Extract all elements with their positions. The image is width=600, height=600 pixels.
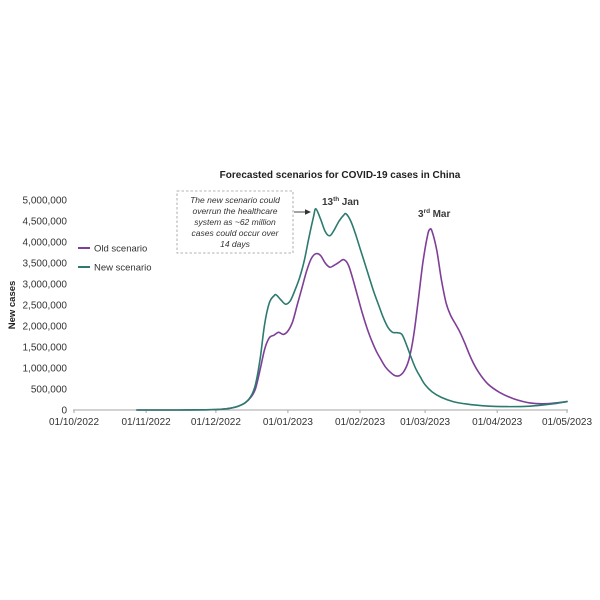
x-tick-label: 01/10/2022 xyxy=(49,417,99,428)
y-tick-label: 1,500,000 xyxy=(23,343,68,354)
x-tick-label: 01/03/2023 xyxy=(400,417,450,428)
annotation-box xyxy=(176,190,294,254)
peak-label-suffix: th xyxy=(333,196,339,203)
annotation-arrow-head xyxy=(305,209,311,215)
y-axis-ticks: 0 500,000 1,000,000 1,500,000 2,000,000 2,500… xyxy=(23,196,68,417)
x-axis-ticks: 01/10/2022 01/11/2022 01/12/2022 01/01/2023… xyxy=(49,410,592,428)
annotation-line: 14 days xyxy=(220,239,251,249)
x-tick-label: 01/02/2023 xyxy=(335,417,385,428)
annotation-line: The new scenario could xyxy=(190,195,280,205)
legend-label: New scenario xyxy=(94,262,152,273)
x-tick-label: 01/11/2022 xyxy=(121,417,171,428)
annotation-callout: The new scenario could overrun the healt… xyxy=(176,190,311,254)
y-tick-label: 3,500,000 xyxy=(23,259,68,270)
legend: Old scenario New scenario xyxy=(78,243,152,273)
chart-title: Forecasted scenarios for COVID-19 cases … xyxy=(220,170,461,181)
y-tick-label: 4,000,000 xyxy=(23,238,68,249)
peak-label-month: Jan xyxy=(342,197,359,208)
annotation-line: system as ~62 million xyxy=(194,217,276,227)
legend-label: Old scenario xyxy=(94,243,147,254)
y-tick-label: 1,000,000 xyxy=(23,364,68,375)
y-tick-label: 500,000 xyxy=(31,385,68,396)
y-tick-label: 2,000,000 xyxy=(23,322,68,333)
y-tick-label: 4,500,000 xyxy=(23,217,68,228)
peak-label-day: 13 xyxy=(322,197,334,208)
x-tick-label: 01/04/2023 xyxy=(472,417,522,428)
x-tick-label: 01/12/2022 xyxy=(191,417,241,428)
peak-label-mar: 3rd Mar xyxy=(418,208,450,220)
peak-label-month: Mar xyxy=(433,209,451,220)
y-tick-label: 2,500,000 xyxy=(23,301,68,312)
annotation-line: cases could occur over xyxy=(192,228,280,238)
legend-item-old-scenario: Old scenario xyxy=(78,243,147,254)
x-tick-label: 01/05/2023 xyxy=(542,417,592,428)
legend-item-new-scenario: New scenario xyxy=(78,262,152,273)
y-tick-label: 5,000,000 xyxy=(23,196,68,207)
series-line-old-scenario xyxy=(136,228,568,411)
annotation-line: overrun the healthcare xyxy=(192,206,277,216)
y-axis-label: New cases xyxy=(7,281,18,330)
y-tick-label: 3,000,000 xyxy=(23,280,68,291)
peak-label-jan: 13th Jan xyxy=(322,196,359,208)
x-tick-label: 01/01/2023 xyxy=(263,417,313,428)
series-line-new-scenario xyxy=(136,208,568,411)
peak-label-day: 3 xyxy=(418,209,424,220)
series-layer xyxy=(136,208,568,411)
peak-label-suffix: rd xyxy=(424,208,431,215)
y-tick-label: 0 xyxy=(61,406,67,417)
